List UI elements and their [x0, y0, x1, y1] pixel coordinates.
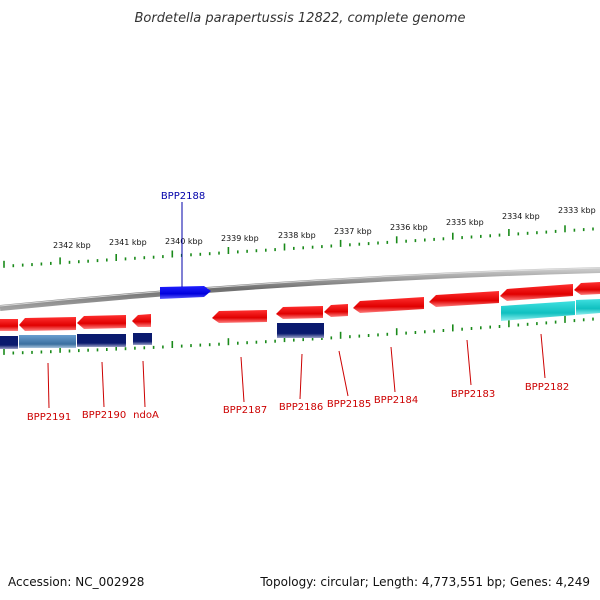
- gene-labels: BPP2188 BPP2191 BPP2190 ndoA BPP2187 BPP…: [27, 191, 569, 423]
- gene-label-bpp2186[interactable]: BPP2186: [279, 402, 323, 413]
- topology-text: Topology: circular; Length: 4,773,551 bp…: [259, 575, 590, 589]
- leader-line: [466, 339, 472, 386]
- tick-label: 2338 kbp: [278, 231, 316, 240]
- outer-tick-ring: [3, 225, 594, 268]
- gene-arrow[interactable]: [574, 282, 600, 295]
- gene-label-bpp2183[interactable]: BPP2183: [451, 389, 495, 400]
- leader-line: [240, 356, 245, 403]
- tick-label: 2342 kbp: [53, 241, 91, 250]
- tick-label: 2335 kbp: [446, 218, 484, 227]
- gene-label-bpp2188[interactable]: BPP2188: [161, 191, 205, 202]
- tick-label-group: 2342 kbp 2341 kbp 2340 kbp 2339 kbp 2338…: [53, 206, 596, 250]
- leader-line: [101, 361, 105, 408]
- inner-tick-ring: [3, 315, 594, 355]
- feature-block[interactable]: [77, 334, 126, 347]
- tick-label: 2333 kbp: [558, 206, 596, 215]
- tick-label: 2339 kbp: [221, 234, 259, 243]
- gene-label-bpp2184[interactable]: BPP2184: [374, 395, 418, 406]
- feature-block[interactable]: [133, 333, 152, 345]
- gene-bpp2191[interactable]: [19, 317, 76, 331]
- leader-line: [299, 353, 303, 400]
- gene-bpp2182[interactable]: [500, 284, 573, 301]
- gene-label-bpp2190[interactable]: BPP2190: [82, 410, 126, 421]
- feature-block[interactable]: [501, 301, 575, 321]
- gene-label-ndoa[interactable]: ndoA: [133, 410, 159, 421]
- feature-block[interactable]: [0, 336, 18, 349]
- gene-bpp2185[interactable]: [324, 304, 348, 317]
- feature-block[interactable]: [277, 323, 324, 338]
- gene-label-bpp2182[interactable]: BPP2182: [525, 382, 569, 393]
- reverse-gene-track: [0, 282, 600, 331]
- gene-bpp2187[interactable]: [212, 310, 267, 323]
- gene-bpp2186[interactable]: [276, 306, 323, 319]
- gene-bpp2190[interactable]: [77, 315, 126, 329]
- gene-label-bpp2187[interactable]: BPP2187: [223, 405, 267, 416]
- tick-label: 2334 kbp: [502, 212, 540, 221]
- feature-track: [0, 299, 600, 349]
- leader-line: [390, 346, 396, 393]
- tick-label: 2336 kbp: [390, 223, 428, 232]
- backbone-highlight: [0, 267, 600, 307]
- gene-ndoa[interactable]: [132, 314, 151, 327]
- tick-label: 2337 kbp: [334, 227, 372, 236]
- leader-line: [540, 333, 546, 379]
- gene-bpp2183[interactable]: [429, 291, 499, 307]
- feature-block[interactable]: [576, 299, 600, 315]
- gene-bpp2184[interactable]: [353, 297, 424, 313]
- leader-line: [338, 350, 349, 397]
- genome-backbone: [0, 267, 600, 311]
- accession-text: Accession: NC_002928: [8, 575, 144, 589]
- leader-line: [47, 362, 50, 409]
- tick-label: 2340 kbp: [165, 237, 203, 246]
- tick-label: 2341 kbp: [109, 238, 147, 247]
- gene-label-bpp2185[interactable]: BPP2185: [327, 399, 371, 410]
- map-title: Bordetella parapertussis 12822, complete…: [135, 11, 466, 26]
- gene-bpp2188[interactable]: [160, 286, 211, 299]
- gene-arrow[interactable]: [0, 319, 18, 331]
- feature-block[interactable]: [19, 335, 76, 348]
- leader-line: [142, 360, 146, 408]
- label-leaders: [47, 202, 546, 409]
- gene-label-bpp2191[interactable]: BPP2191: [27, 412, 71, 423]
